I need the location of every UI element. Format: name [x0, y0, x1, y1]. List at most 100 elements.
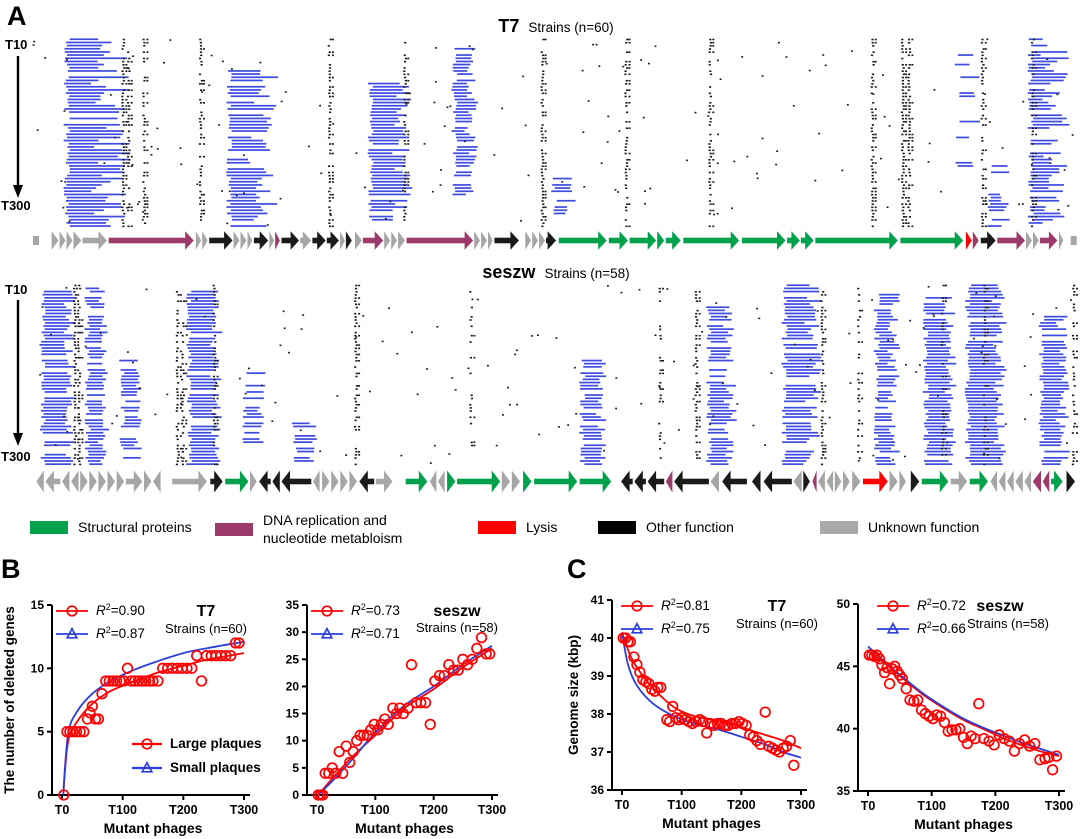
svg-text:30: 30 — [286, 625, 300, 639]
other-function-swatch — [598, 521, 636, 535]
legend-item-lysis: Lysis — [478, 519, 557, 537]
svg-text:R2=0.72: R2=0.72 — [917, 597, 966, 613]
t7-title: T7 — [498, 16, 520, 36]
svg-text:Mutant phages: Mutant phages — [662, 815, 761, 831]
legend-label: Unknown function — [868, 519, 980, 535]
svg-text:Small plaques: Small plaques — [170, 760, 261, 775]
svg-text:T300: T300 — [787, 798, 816, 812]
lysis-swatch — [478, 521, 516, 535]
seszw-title: seszw — [482, 262, 536, 282]
legend-label: DNA replication and nucleotide metablois… — [263, 512, 403, 546]
svg-text:20: 20 — [286, 679, 300, 693]
svg-text:R2=0.90: R2=0.90 — [96, 602, 145, 618]
svg-text:37: 37 — [591, 745, 605, 759]
t7-axis-top-label: T10 — [5, 37, 28, 52]
panel-a-label: A — [7, 1, 27, 31]
t7-subtitle: Strains (n=60) — [528, 20, 614, 35]
svg-text:T200: T200 — [727, 798, 756, 812]
svg-text:0: 0 — [292, 788, 299, 802]
svg-text:T100: T100 — [361, 803, 390, 817]
panel-c-label: C — [567, 554, 587, 584]
t7-deletion-map — [32, 38, 1074, 228]
svg-text:Mutant phages: Mutant phages — [355, 820, 454, 836]
svg-text:T300: T300 — [478, 803, 507, 817]
svg-text:10: 10 — [31, 661, 45, 675]
panel-b-label: B — [1, 554, 21, 584]
down-arrow-icon — [13, 56, 23, 198]
legend-item-unknown-function: Unknown function — [820, 519, 979, 537]
svg-text:T200: T200 — [169, 803, 198, 817]
legend-item-structural: Structural proteins — [30, 519, 192, 537]
chart-genome-size-seszw: 35 40 45 50 T0 T100 T200 T300 Mutant phages R2=0.… — [835, 558, 1080, 839]
svg-text:T0: T0 — [861, 799, 876, 813]
svg-text:T0: T0 — [55, 803, 70, 817]
svg-text:5: 5 — [37, 725, 44, 739]
chart-genome-size-t7: 36 37 38 39 40 41 T0 T100 T200 T300 Mutant phages G… — [565, 558, 842, 839]
svg-text:Mutant phages: Mutant phages — [104, 820, 203, 836]
svg-text:T100: T100 — [917, 799, 946, 813]
legend-label: Structural proteins — [78, 519, 192, 535]
svg-text:36: 36 — [591, 783, 605, 797]
svg-text:Large plaques: Large plaques — [170, 736, 262, 751]
seszw-deletion-map — [39, 284, 1078, 466]
svg-text:40: 40 — [837, 722, 851, 736]
svg-text:41: 41 — [591, 593, 605, 607]
svg-text:0: 0 — [37, 788, 44, 802]
svg-text:R2=0.66: R2=0.66 — [917, 620, 966, 636]
svg-text:40: 40 — [591, 631, 605, 645]
seszw-axis-bottom-label: T300 — [1, 449, 31, 464]
dna-replication-swatch — [215, 523, 253, 536]
legend-item-other-function: Other function — [598, 519, 734, 537]
chart-deleted-genes-seszw: 0 5 10 15 20 25 30 35 T0 T100 T200 T300 Mutant phage… — [285, 558, 561, 839]
svg-text:T0: T0 — [615, 798, 630, 812]
svg-text:R2=0.71: R2=0.71 — [351, 625, 400, 641]
seszw-axis-top-label: T10 — [5, 282, 28, 297]
svg-text:T200: T200 — [981, 799, 1010, 813]
t7-map-title: T7 Strains (n=60) — [32, 16, 1080, 37]
seszw-map-title: seszw Strains (n=58) — [32, 262, 1080, 283]
down-arrow-icon — [13, 300, 23, 446]
svg-text:45: 45 — [837, 659, 851, 673]
svg-text:Strains (n=60): Strains (n=60) — [165, 621, 247, 636]
svg-text:The number of deleted genes: The number of deleted genes — [2, 606, 17, 794]
legend-label: Other function — [646, 519, 734, 535]
svg-text:35: 35 — [286, 598, 300, 612]
svg-text:5: 5 — [292, 761, 299, 775]
svg-text:Strains (n=58): Strains (n=58) — [416, 620, 498, 635]
svg-text:25: 25 — [286, 652, 300, 666]
unknown-function-swatch — [820, 521, 858, 535]
svg-text:10: 10 — [286, 734, 300, 748]
svg-text:T100: T100 — [667, 798, 696, 812]
svg-text:Mutant phages: Mutant phages — [914, 816, 1013, 832]
svg-text:R2=0.73: R2=0.73 — [351, 602, 400, 618]
svg-text:39: 39 — [591, 669, 605, 683]
t7-axis-bottom-label: T300 — [1, 198, 31, 213]
svg-text:T7: T7 — [768, 598, 787, 615]
svg-text:Strains (n=58): Strains (n=58) — [967, 616, 1049, 631]
svg-text:Genome size (kbp): Genome size (kbp) — [566, 635, 581, 755]
svg-text:15: 15 — [31, 598, 45, 612]
svg-text:T0: T0 — [310, 803, 325, 817]
svg-text:seszw: seszw — [433, 603, 481, 620]
svg-text:15: 15 — [286, 707, 300, 721]
svg-text:T7: T7 — [197, 603, 216, 620]
svg-text:R2=0.75: R2=0.75 — [661, 620, 710, 636]
svg-text:R2=0.81: R2=0.81 — [661, 597, 710, 613]
t7-gene-map — [33, 231, 1077, 250]
seszw-gene-map — [36, 470, 1075, 493]
svg-text:R2=0.87: R2=0.87 — [96, 625, 145, 641]
structural-proteins-swatch — [30, 521, 68, 535]
legend-label: Lysis — [526, 519, 558, 535]
legend-item-dna-replication: DNA replication and nucleotide metablois… — [215, 512, 402, 547]
svg-text:T100: T100 — [108, 803, 137, 817]
svg-text:T200: T200 — [419, 803, 448, 817]
svg-text:50: 50 — [837, 597, 851, 611]
svg-text:Strains (n=60): Strains (n=60) — [736, 616, 818, 631]
svg-text:T300: T300 — [230, 803, 259, 817]
chart-deleted-genes-t7: 0 5 10 15 T0 T100 T200 T300 Mutant phages The num… — [0, 558, 282, 839]
svg-text:seszw: seszw — [976, 598, 1024, 615]
seszw-subtitle: Strains (n=58) — [544, 266, 630, 281]
svg-text:35: 35 — [837, 784, 851, 798]
svg-text:T300: T300 — [1045, 799, 1074, 813]
svg-text:38: 38 — [591, 707, 605, 721]
